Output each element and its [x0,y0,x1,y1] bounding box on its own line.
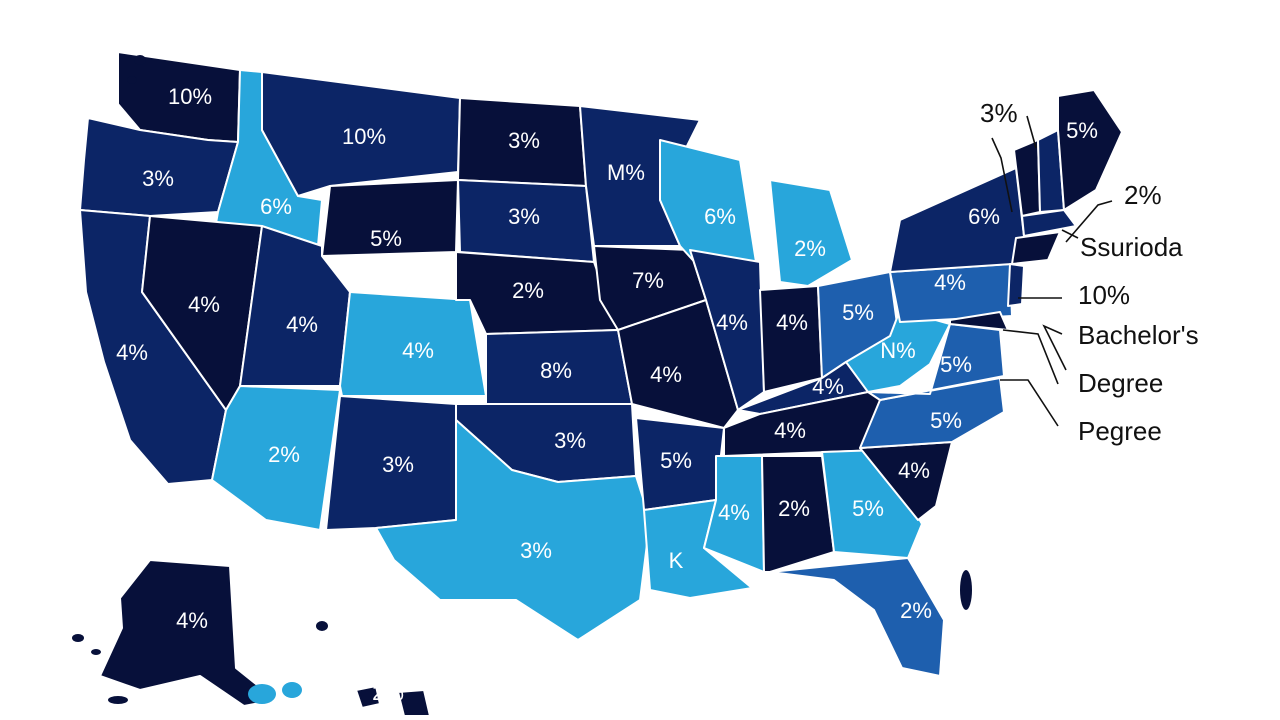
state-label-ms: 4% [718,500,750,525]
state-labels-layer: 10%3%4%6%4%10%5%4%4%2% 3%3%3%2%8%3%3%M%7%… [116,84,1098,705]
island-speck [108,696,128,704]
state-label-mn: M% [607,160,645,185]
state-ms [703,455,765,573]
state-label-al: 2% [778,496,810,521]
state-fl [769,557,945,677]
state-label-ia: 7% [632,268,664,293]
callout-vt-value: 3% [980,98,1018,128]
callout-layer: 3% 2% Ssurioda 10% Bachelor's Degree Peg… [980,98,1199,446]
state-label-mo: 4% [650,362,682,387]
callout-pegree: Pegree [1078,416,1162,446]
island-speck [316,621,328,631]
state-il [689,249,765,411]
state-label-wy: 5% [370,226,402,251]
state-ak [99,559,277,707]
state-label-nd: 3% [508,128,540,153]
state-label-sc: 4% [898,458,930,483]
state-label-ne: 2% [512,278,544,303]
state-label-ca: 4% [116,340,148,365]
state-label-id: 6% [260,194,292,219]
callout-nh-value: 2% [1124,180,1162,210]
states-layer [72,51,1123,717]
state-label-in: 4% [776,310,808,335]
state-label-wv: N% [880,338,915,363]
state-label-ga: 5% [852,496,884,521]
state-az [211,385,341,531]
callout-bachelors: Bachelor's [1078,320,1199,350]
state-label-or: 3% [142,166,174,191]
callout-leader-vt-tick [1026,115,1037,149]
island-speck [91,649,101,655]
state-label-az: 2% [268,442,300,467]
callout-degree: Degree [1078,368,1163,398]
state-label-wa: 10% [168,84,212,109]
island-speck [248,684,276,704]
state-label-sd: 3% [508,204,540,229]
state-ct [1011,231,1061,265]
state-label-nc: 5% [930,408,962,433]
state-label-nv: 4% [188,292,220,317]
state-label-hi: 2% [372,680,404,705]
island-speck [282,682,302,698]
state-label-pa: 4% [934,270,966,295]
island-speck [127,76,137,84]
state-co [339,291,487,397]
state-label-tx: 3% [520,538,552,563]
island-speck [72,634,84,642]
callout-leader-bachelors [1042,324,1067,371]
state-label-la: K [669,548,684,573]
island-speck [134,55,146,65]
state-label-il: 4% [716,310,748,335]
state-hi [355,685,431,717]
state-label-ks: 8% [540,358,572,383]
state-label-ak: 4% [176,608,208,633]
state-label-ar: 5% [660,448,692,473]
callout-leader-vt [991,137,1013,213]
state-mi [769,179,853,287]
callout-surioda: Ssurioda [1080,232,1183,262]
state-al [761,455,835,573]
state-ny [889,167,1025,273]
state-label-ny: 6% [968,204,1000,229]
callout-leader-pegree [1000,379,1059,427]
state-mo [617,299,739,429]
state-label-nm: 3% [382,452,414,477]
state-label-va: 5% [940,352,972,377]
state-label-mi: 2% [794,236,826,261]
state-ma [1021,209,1077,237]
state-label-tn: 4% [774,418,806,443]
state-label-mt: 10% [342,124,386,149]
state-label-ky: 4% [812,374,844,399]
state-label-wi: 6% [704,204,736,229]
state-label-fl: 2% [900,598,932,623]
callout-leader-nh [1065,200,1113,243]
state-label-ut: 4% [286,312,318,337]
state-wv [845,309,951,393]
callout-nj-value: 10% [1078,280,1130,310]
state-label-me: 5% [1066,118,1098,143]
state-label-ok: 3% [554,428,586,453]
state-label-oh: 5% [842,300,874,325]
state-nj [1007,263,1025,307]
state-label-co: 4% [402,338,434,363]
state-nc [859,377,1005,449]
callout-leader-surioda [1061,229,1079,239]
island-speck [960,570,972,610]
callout-leader-degree [1002,329,1059,385]
state-me [1057,89,1123,211]
